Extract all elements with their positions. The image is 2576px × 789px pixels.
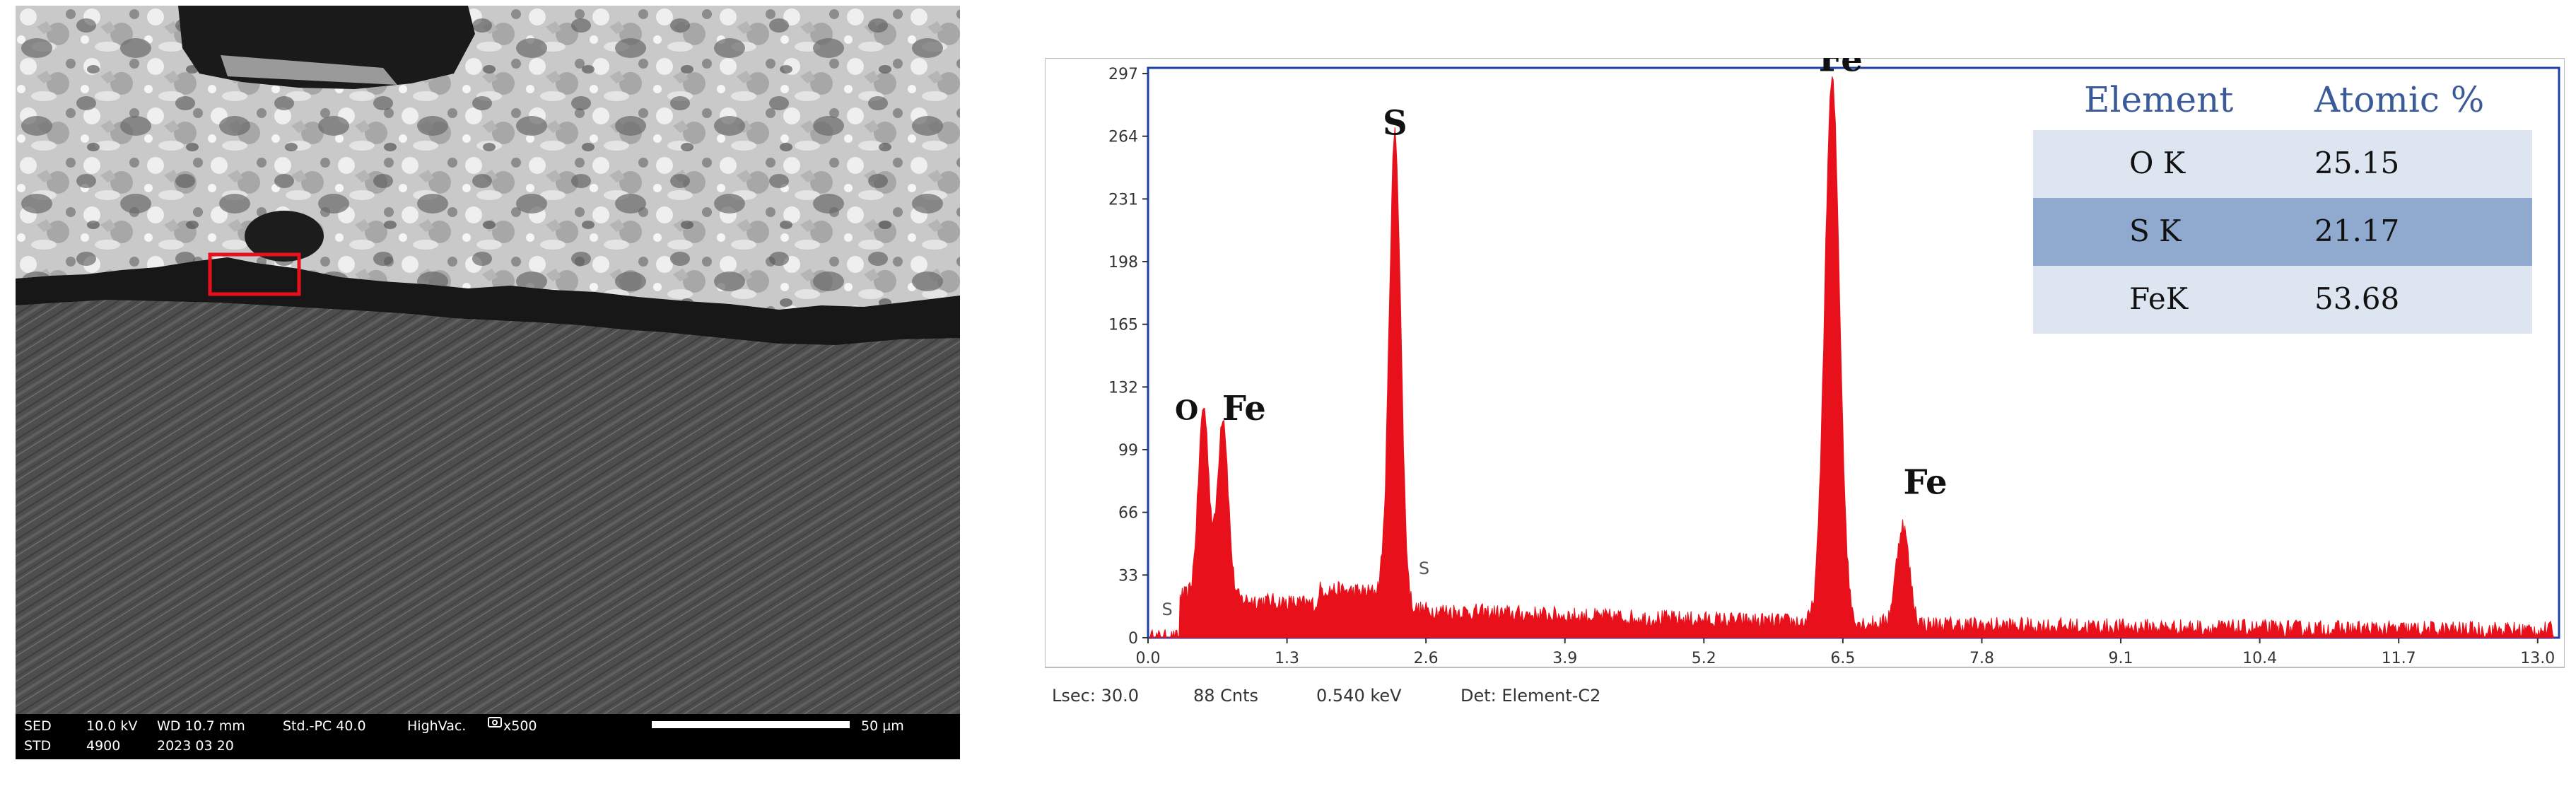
table-row: FeK 53.68 [2033, 266, 2532, 334]
x-tick-label: 2.6 [1414, 650, 1439, 667]
status-bar: Lsec: 30.0 88 Cnts 0.540 keV Det: Elemen… [1045, 686, 2565, 714]
magnification-label: x500 [503, 718, 537, 734]
x-tick-label: 9.1 [2109, 650, 2133, 667]
peak-label-s: S [1383, 103, 1407, 143]
eds-panel: 0 33 66 99 132 165 198 231 264 297 0.0 1.3 2.6 3.9 5.2… [1045, 58, 2565, 737]
chart-outer-frame [1045, 58, 2565, 668]
status-counts: 88 Cnts [1193, 686, 1259, 706]
working-distance-label: WD 10.7 mm [157, 718, 245, 734]
roi-box [208, 252, 301, 296]
y-tick-label: 231 [1108, 191, 1138, 209]
number-label: 4900 [86, 738, 121, 754]
axis-group: 0 33 66 99 132 165 198 231 264 297 0.0 1.3 2.6 3.9 5.2… [1108, 66, 2555, 667]
y-tick-label: 198 [1108, 254, 1138, 271]
vacuum-label: HighVac. [407, 718, 467, 734]
camera-icon [488, 717, 502, 727]
sem-image [16, 6, 960, 714]
x-tick-label: 6.5 [1830, 650, 1855, 667]
y-tick-label: 99 [1118, 442, 1138, 460]
x-tick-label: 10.4 [2242, 650, 2277, 667]
scale-label: 50 µm [861, 718, 904, 734]
x-tick-label: 5.2 [1692, 650, 1716, 667]
scale-bar [652, 721, 850, 728]
y-tick-label: 33 [1118, 567, 1138, 585]
coating-pit [245, 211, 324, 262]
eds-spectrum-chart: 0 33 66 99 132 165 198 231 264 297 0.0 1.3 2.6 3.9 5.2… [1045, 58, 2565, 668]
y-tick-label: 0 [1128, 630, 1138, 648]
x-tick-label: 0.0 [1136, 650, 1161, 667]
table-row: S K 21.17 [2033, 198, 2532, 266]
line-marker-label: S [1162, 600, 1173, 619]
table-row: O K 25.15 [2033, 130, 2532, 198]
y-tick-label: 66 [1118, 505, 1138, 522]
status-detector: Det: Element-C2 [1460, 686, 1601, 706]
row-atomic: 21.17 [2314, 214, 2400, 248]
x-tick-label: 3.9 [1552, 650, 1577, 667]
y-tick-label: 132 [1108, 379, 1138, 397]
coating-shading [16, 6, 960, 310]
status-kev: 0.540 keV [1316, 686, 1402, 706]
table-header-row: Element Atomic % [2033, 79, 2532, 130]
peak-label-o: O [1175, 394, 1198, 426]
x-tick-label: 13.0 [2520, 650, 2555, 667]
y-tick-label: 264 [1108, 129, 1138, 146]
probe-label: Std.-PC 40.0 [283, 718, 366, 734]
row-element: FeK [2129, 281, 2189, 316]
composition-table: Element Atomic % O K 25.15 S K 21.17 FeK… [2033, 79, 2532, 334]
sem-databar: SED STD 10.0 kV 4900 WD 10.7 mm 2023 03 … [16, 714, 960, 759]
detector-top-label: SED [24, 718, 52, 734]
date-label: 2023 03 20 [157, 738, 234, 754]
header-element: Element [2084, 79, 2234, 120]
peak-label-fe: Fe [1904, 462, 1948, 502]
sem-micrograph: SED STD 10.0 kV 4900 WD 10.7 mm 2023 03 … [16, 6, 960, 759]
y-tick-label: 297 [1108, 66, 1138, 83]
line-marker-label: S [1419, 559, 1429, 578]
row-atomic: 25.15 [2314, 146, 2400, 180]
status-lsec: Lsec: 30.0 [1052, 686, 1139, 706]
x-tick-label: 11.7 [2382, 650, 2416, 667]
voltage-label: 10.0 kV [86, 718, 138, 734]
x-tick-label: 7.8 [1969, 650, 1994, 667]
x-tick-label: 1.3 [1275, 650, 1299, 667]
row-atomic: 53.68 [2314, 281, 2400, 316]
header-atomic: Atomic % [2314, 79, 2485, 120]
row-element: O K [2129, 146, 2186, 180]
peak-label-fe: Fe [1819, 58, 1863, 79]
cavity-shard [221, 55, 397, 85]
row-element: S K [2129, 214, 2182, 248]
y-tick-label: 165 [1108, 317, 1138, 334]
detector-bottom-label: STD [24, 738, 52, 754]
peak-label-fe: Fe [1222, 389, 1266, 428]
spectrum-trace [1149, 76, 2554, 639]
peak-labels: O Fe S Fe Fe S S [1162, 58, 1948, 619]
